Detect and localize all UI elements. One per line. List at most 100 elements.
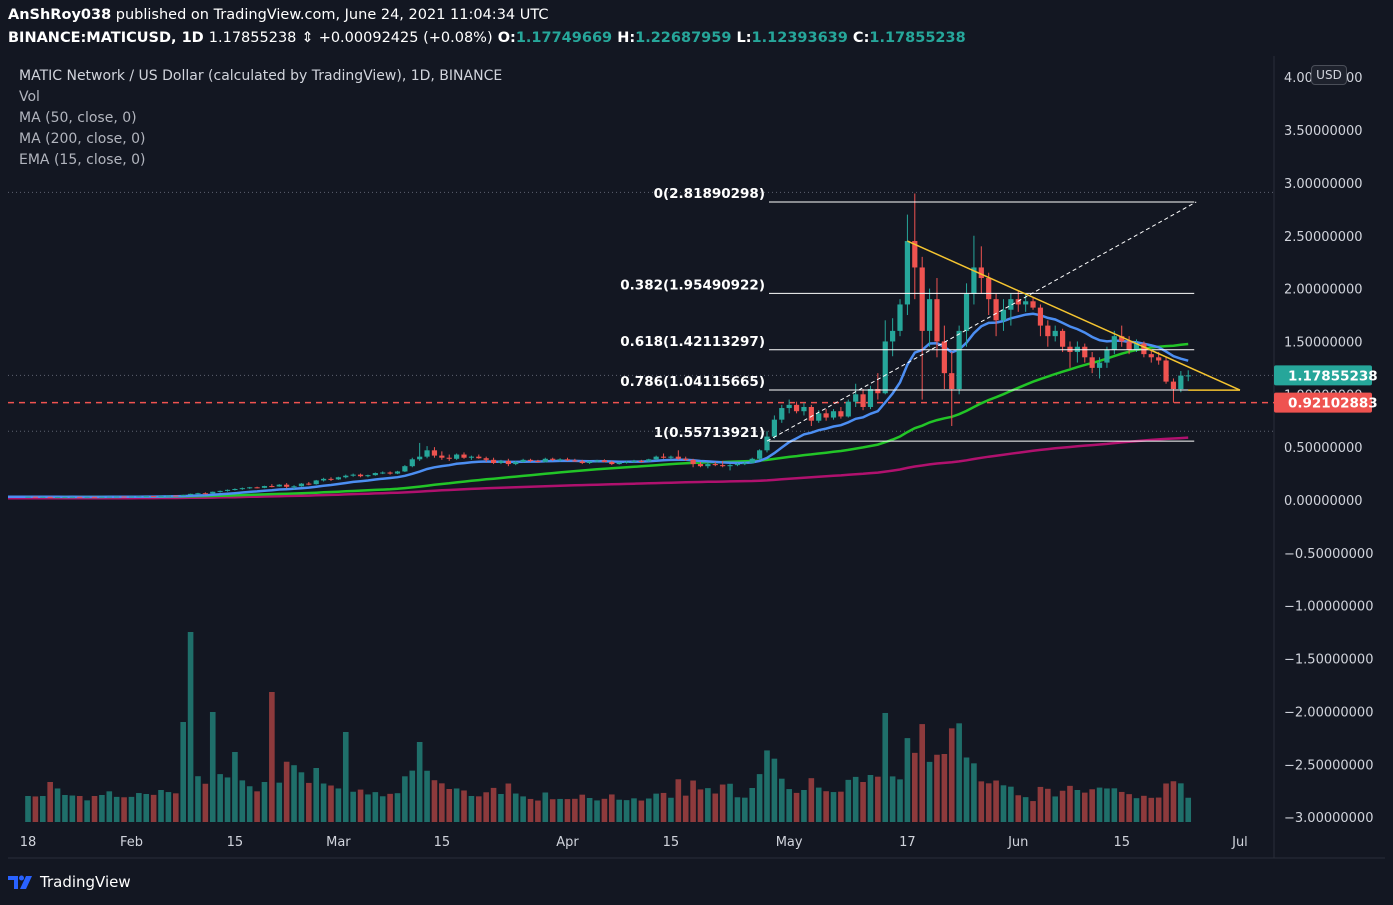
candle — [187, 493, 194, 496]
currency-badge[interactable]: USD — [1311, 65, 1347, 85]
publisher-name[interactable]: AnShRoy038 — [8, 7, 112, 23]
candle-body — [498, 460, 504, 464]
candle — [402, 465, 408, 472]
volume-bar — [727, 783, 733, 822]
volume-bar — [453, 788, 460, 822]
volume-bar — [912, 752, 918, 822]
candle — [675, 450, 681, 460]
volume-bar — [202, 783, 209, 822]
tradingview-brand[interactable]: TradingView — [40, 873, 131, 891]
volume-bar — [1155, 797, 1162, 822]
volume-bar — [1148, 797, 1155, 822]
chart-pane[interactable] — [8, 56, 1385, 860]
legend-ma200[interactable]: MA (200, close, 0) — [19, 131, 146, 147]
candle — [291, 485, 297, 490]
candle — [247, 486, 253, 489]
candle-body — [1170, 381, 1177, 390]
candle — [882, 320, 888, 395]
candle — [372, 472, 378, 476]
candle — [727, 464, 733, 471]
candle-body — [417, 456, 423, 460]
descending-trendline — [907, 240, 1241, 391]
volume-bar — [328, 785, 334, 822]
ma200-line — [7, 436, 1189, 500]
price-chart[interactable]: 4.000000003.500000003.000000002.50000000… — [0, 56, 1393, 862]
candle-body — [343, 475, 349, 478]
candle-body — [520, 459, 526, 462]
candle-body — [1163, 360, 1169, 382]
volume-bar — [801, 790, 807, 822]
volume-bar — [978, 781, 985, 822]
support-price-label[interactable]: 0.92102883 — [1274, 392, 1378, 413]
candle-body — [454, 454, 460, 459]
candle-body — [1096, 362, 1103, 368]
volume-bar — [668, 797, 674, 822]
candle — [498, 459, 504, 465]
published-text: published on TradingView.com, June 24, 2… — [115, 7, 549, 23]
candle — [757, 449, 763, 460]
candle-body — [890, 330, 896, 342]
candle — [91, 496, 98, 498]
candle-body — [926, 299, 933, 331]
volume-bar — [867, 775, 874, 822]
candle — [890, 318, 896, 357]
volume-bar — [653, 793, 659, 822]
legend-ema15[interactable]: EMA (15, close, 0) — [19, 152, 146, 168]
volume-bar — [1170, 781, 1177, 822]
candle-body — [431, 450, 438, 456]
volume-bar — [823, 791, 829, 822]
candle — [217, 490, 223, 493]
legend-vol[interactable]: Vol — [19, 89, 40, 105]
volume-bar — [173, 793, 179, 822]
candle-body — [1126, 341, 1132, 350]
candle-body — [136, 496, 142, 498]
volume-bar — [1015, 795, 1022, 822]
candle — [335, 476, 341, 480]
low-value: 1.12393639 — [751, 30, 848, 46]
legend-ma50[interactable]: MA (50, close, 0) — [19, 110, 137, 126]
tradingview-logo-icon[interactable] — [8, 873, 34, 891]
candle-body — [202, 493, 208, 495]
volume-bar — [180, 722, 186, 822]
candle-body — [1000, 309, 1007, 321]
candle-body — [646, 459, 652, 462]
y-tick-label: 1.50000000 — [1284, 335, 1363, 350]
current-price-label-bg — [1274, 365, 1372, 386]
current-price-label[interactable]: 1.17855238 — [1274, 365, 1378, 386]
candle — [350, 473, 356, 477]
candle-body — [734, 464, 741, 466]
volume-bar — [712, 793, 719, 822]
candle — [99, 496, 105, 498]
candle-body — [387, 472, 393, 474]
volume-bar — [91, 796, 98, 822]
y-tick-label: 0.50000000 — [1284, 441, 1363, 456]
candle — [158, 495, 164, 497]
candle — [845, 399, 851, 418]
candle-body — [461, 454, 467, 458]
last-price: 1.17855238 — [208, 30, 297, 46]
candle-body — [77, 496, 83, 498]
volume-bar — [99, 795, 105, 822]
volume-bar — [1074, 790, 1081, 822]
volume-bar — [719, 784, 726, 822]
candle — [1148, 349, 1154, 363]
candle-body — [912, 241, 918, 268]
support-price-label-bg — [1274, 392, 1372, 413]
candle-body — [1037, 307, 1044, 326]
candle-body — [372, 473, 378, 476]
arrow-up-down-icon: ⇕ — [301, 30, 314, 46]
candle-body — [638, 460, 644, 462]
volume-bar — [793, 792, 800, 822]
candle-body — [247, 487, 253, 489]
volume-bar — [645, 798, 652, 822]
candle-body — [941, 341, 947, 374]
volume-bar — [365, 794, 371, 822]
candle — [195, 492, 201, 495]
volume-bar — [372, 792, 379, 822]
volume-bar — [106, 791, 113, 822]
x-tick-label: 17 — [899, 835, 916, 850]
volume-bar — [948, 728, 955, 822]
volume-bar — [232, 752, 238, 822]
candle-body — [616, 462, 622, 465]
volume-bar — [62, 795, 68, 822]
